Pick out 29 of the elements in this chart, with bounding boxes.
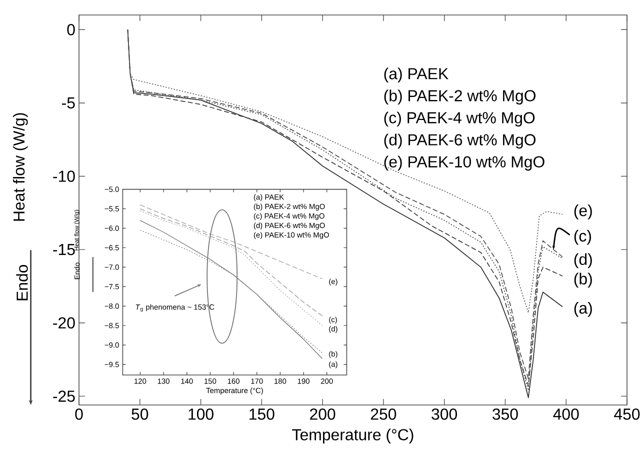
y-tick-label: -20 — [53, 317, 75, 329]
annotation: (c) — [574, 230, 591, 245]
annotation: (e) PAEK-10 wt% MgO — [384, 156, 544, 171]
annotation: (d) — [574, 253, 592, 268]
y-tick-label: -5 — [62, 97, 75, 109]
annotation: (c) PAEK-4 wt% MgO — [384, 112, 535, 127]
text: Endo — [16, 264, 28, 300]
annotation: (e) — [574, 204, 592, 220]
x-tick-label: 400 — [553, 408, 579, 420]
x-tick-label: 250 — [370, 408, 396, 420]
x-tick-label: 150 — [250, 408, 274, 420]
annotation: (b) PAEK-2 wt% MgO — [384, 90, 536, 105]
annotation: (d) PAEK-6 wt% MgO — [384, 134, 536, 149]
x-tick-label: 100 — [188, 408, 214, 420]
x-axis-title: Temperature (°C) — [292, 428, 414, 444]
x-tick-label: 450 — [614, 408, 640, 420]
y-tick-label: -25 — [53, 390, 75, 402]
y-tick-label: -15 — [53, 244, 75, 256]
x-tick-label: 200 — [310, 408, 336, 420]
annotation: (a) — [574, 302, 592, 317]
annotation: (a) PAEK — [384, 68, 448, 82]
annotation: (b) — [574, 272, 592, 288]
x-tick-label: 0 — [75, 408, 83, 420]
x-tick-label: 50 — [132, 408, 148, 420]
y-tick-label: 0 — [67, 24, 75, 36]
x-tick-label: 300 — [432, 408, 457, 420]
x-tick-label: 350 — [492, 408, 518, 420]
y-tick-label: -10 — [53, 170, 75, 182]
y-axis-title: Heat flow (W/g) — [12, 113, 28, 221]
